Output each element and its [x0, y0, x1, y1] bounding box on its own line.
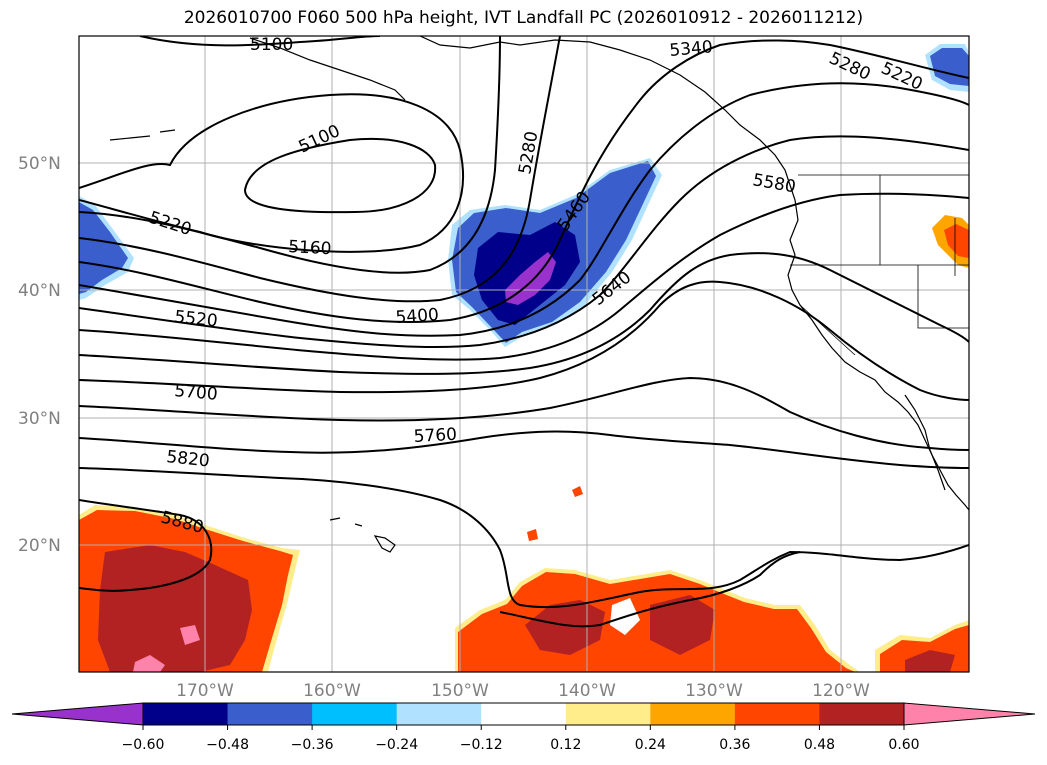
ivt-positive-region — [944, 224, 969, 258]
coastlines — [109, 36, 969, 553]
colorbar-tick-label: 0.48 — [804, 737, 835, 753]
lat-label: 20°N — [18, 536, 61, 556]
colorbar-tick-label: 0.24 — [635, 737, 666, 753]
ivt-positive-region — [527, 529, 538, 541]
colorbar-bin — [396, 703, 482, 725]
contour-labels: 5100 5100 5160 5220 5220 5280 5280 5340 … — [146, 35, 925, 538]
contour-label: 5520 — [173, 307, 218, 331]
colorbar-tick-label: −0.36 — [291, 737, 334, 753]
colorbar-bin — [143, 703, 229, 725]
map-title: 2026010700 F060 500 hPa height, IVT Land… — [183, 8, 864, 28]
lon-label: 130°W — [685, 681, 743, 701]
contour-label: 5820 — [165, 447, 210, 471]
lat-label: 30°N — [18, 409, 61, 429]
colorbar-extend-min — [11, 702, 144, 726]
map-frame — [78, 35, 970, 673]
contour-label: 5100 — [250, 35, 293, 55]
latitude-labels: 50°N 40°N 30°N 20°N — [18, 154, 61, 556]
colorbar-tick-label: 0.36 — [719, 737, 750, 753]
colorbar-bin — [312, 703, 398, 725]
lon-label: 140°W — [558, 681, 616, 701]
height-contours — [79, 36, 969, 628]
lon-label: 170°W — [176, 681, 234, 701]
ivt-positive-region — [180, 625, 200, 645]
colorbar-tick-label: −0.48 — [206, 737, 249, 753]
lat-label: 50°N — [18, 154, 61, 174]
contour-label: 5700 — [174, 381, 219, 405]
lat-label: 40°N — [18, 281, 61, 301]
contour-label: 5220 — [878, 58, 926, 94]
contour-label: 5760 — [413, 425, 457, 447]
colorbar-bin — [650, 703, 736, 725]
ivt-positive-region — [98, 545, 252, 672]
contour-label: 5160 — [288, 237, 332, 259]
contour-label: 5100 — [296, 121, 344, 157]
colorbar-tick-label: −0.12 — [460, 737, 503, 753]
colorbar: −0.60 −0.48 −0.36 −0.24 −0.12 0.12 0.24 0.36 0.4… — [11, 702, 1036, 753]
colorbar-bin — [227, 703, 313, 725]
ivt-positive-region — [650, 595, 715, 655]
colorbar-bin — [565, 703, 651, 725]
colorbar-tick-label: 0.12 — [550, 737, 581, 753]
colorbar-bin — [481, 703, 567, 725]
contour-label: 5280 — [515, 130, 542, 176]
lon-label: 150°W — [431, 681, 489, 701]
graticule — [79, 36, 969, 672]
contour-label: 5220 — [146, 208, 193, 240]
lon-label: 160°W — [303, 681, 361, 701]
colorbar-frame — [142, 702, 905, 726]
ivt-positive-region — [572, 486, 583, 497]
ivt-positive-region — [525, 600, 605, 655]
contour-label: 5400 — [395, 305, 440, 328]
colorbar-bin — [734, 703, 820, 725]
ivt-positive-region — [133, 655, 165, 672]
colorbar-extend-max — [903, 702, 1036, 726]
ivt-positive-region — [905, 650, 955, 672]
colorbar-tick-label: −0.24 — [375, 737, 418, 753]
longitude-labels: 170°W 160°W 150°W 140°W 130°W 120°W — [176, 681, 870, 701]
colorbar-bin — [819, 703, 905, 725]
contour-label: 5340 — [669, 37, 714, 61]
colorbar-tick-label: −0.60 — [122, 737, 165, 753]
ivt-negative-region — [79, 202, 128, 294]
contour-label: 5580 — [751, 170, 797, 197]
ivt-shading — [79, 44, 969, 672]
colorbar-tick-label: 0.60 — [888, 737, 919, 753]
lon-label: 120°W — [812, 681, 870, 701]
